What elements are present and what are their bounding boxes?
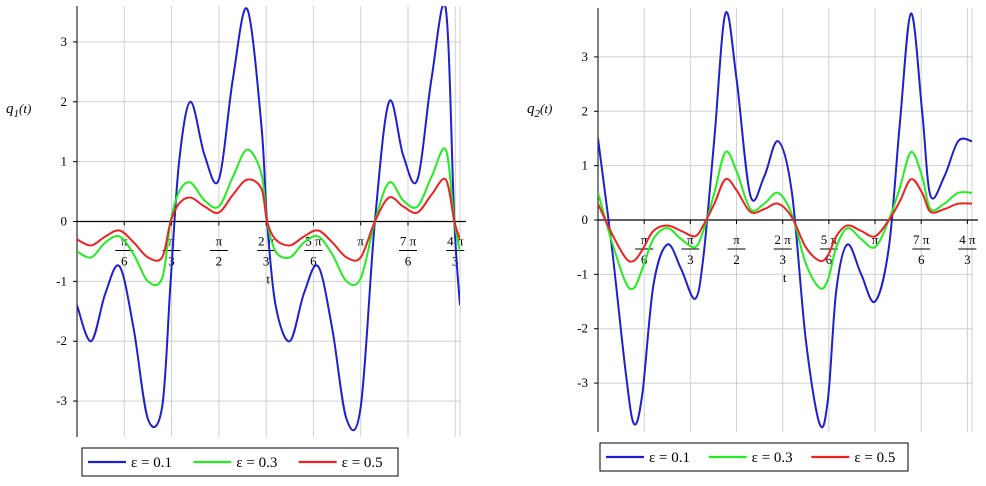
x-tick-denominator: 6 <box>918 252 925 267</box>
series-line-1 <box>598 11 972 429</box>
y-tick-label: -2 <box>577 321 588 336</box>
x-tick-numerator: π <box>216 234 223 249</box>
y-tick-label: 0 <box>582 212 589 227</box>
x-axis-label: t <box>266 272 270 287</box>
series-line-2 <box>598 150 972 291</box>
legend: ε = 0.1 ε = 0.3 ε = 0.5 <box>81 447 399 477</box>
y-axis-label: q1(t) <box>6 101 31 120</box>
x-tick-numerator: 7 π <box>913 232 930 247</box>
legend-label: ε = 0.5 <box>342 455 383 471</box>
y-tick-label: 2 <box>61 94 68 109</box>
y-axis-label-main: q <box>6 101 14 117</box>
y-tick-label: 3 <box>61 34 68 49</box>
x-tick-denominator: 6 <box>641 252 648 267</box>
y-tick-label: 0 <box>61 214 68 229</box>
series-line-1 <box>77 6 460 432</box>
y-tick-label: 3 <box>582 49 589 64</box>
x-tick-denominator: 3 <box>263 254 270 269</box>
x-tick-label: 2 π3 <box>773 232 792 267</box>
series-line-3 <box>598 177 972 263</box>
x-tick-denominator: 6 <box>310 254 317 269</box>
x-tick-label: π <box>872 232 879 247</box>
y-axis-label-sub: 2 <box>535 108 541 120</box>
x-tick-denominator: 3 <box>779 252 786 267</box>
x-tick-numerator: π <box>733 232 740 247</box>
y-axis-label-tail: (t) <box>19 101 31 116</box>
legend-label: ε = 0.3 <box>236 455 277 471</box>
x-tick-label: 4 π3 <box>958 232 977 267</box>
x-tick-numerator: π <box>687 232 694 247</box>
x-axis-label: t <box>783 270 787 285</box>
x-tick-numerator: π <box>357 234 364 249</box>
legend: ε = 0.1 ε = 0.3 ε = 0.5 <box>599 442 909 472</box>
y-tick-label: 1 <box>61 154 68 169</box>
y-axis-label-tail: (t) <box>540 101 552 116</box>
y-tick-label: -2 <box>56 333 67 348</box>
legend-label: ε = 0.5 <box>854 450 895 466</box>
x-tick-numerator: π <box>168 234 175 249</box>
legend-label: ε = 0.1 <box>649 450 690 466</box>
y-tick-label: -1 <box>577 266 588 281</box>
x-tick-numerator: 2 π <box>775 232 792 247</box>
legend-box <box>599 442 909 472</box>
x-tick-label: 7 π6 <box>912 232 931 267</box>
x-tick-denominator: 2 <box>216 254 223 269</box>
y-axis-label: q2(t) <box>527 101 552 120</box>
x-tick-denominator: 6 <box>121 254 128 269</box>
x-tick-denominator: 6 <box>405 254 412 269</box>
y-tick-label: 1 <box>582 158 589 173</box>
y-axis-label-main: q <box>527 101 535 117</box>
x-tick-label: π <box>357 234 364 249</box>
legend-label: ε = 0.3 <box>752 450 793 466</box>
series-line-3 <box>77 177 460 262</box>
x-tick-denominator: 6 <box>826 252 833 267</box>
series-lines <box>77 6 460 432</box>
x-tick-label: 7 π6 <box>398 234 417 269</box>
x-tick-numerator: 7 π <box>400 234 417 249</box>
x-tick-numerator: π <box>872 232 879 247</box>
x-tick-label: π2 <box>727 232 746 267</box>
x-tick-denominator: 2 <box>733 252 740 267</box>
y-tick-label: -1 <box>56 273 67 288</box>
x-tick-label: π2 <box>209 234 228 269</box>
y-axis-label-sub: 1 <box>14 108 20 120</box>
y-tick-label: 2 <box>582 103 589 118</box>
x-tick-numerator: π <box>641 232 648 247</box>
x-tick-numerator: 4 π <box>959 232 976 247</box>
y-tick-label: -3 <box>577 375 588 390</box>
legend-box <box>81 447 399 477</box>
x-tick-denominator: 3 <box>964 252 971 267</box>
y-tick-label: -3 <box>56 393 67 408</box>
x-tick-denominator: 3 <box>452 254 459 269</box>
x-tick-label: π3 <box>681 232 700 267</box>
x-tick-denominator: 3 <box>687 252 694 267</box>
x-tick-label: π6 <box>635 232 654 267</box>
legend-label: ε = 0.1 <box>131 455 172 471</box>
series-lines <box>598 11 972 429</box>
